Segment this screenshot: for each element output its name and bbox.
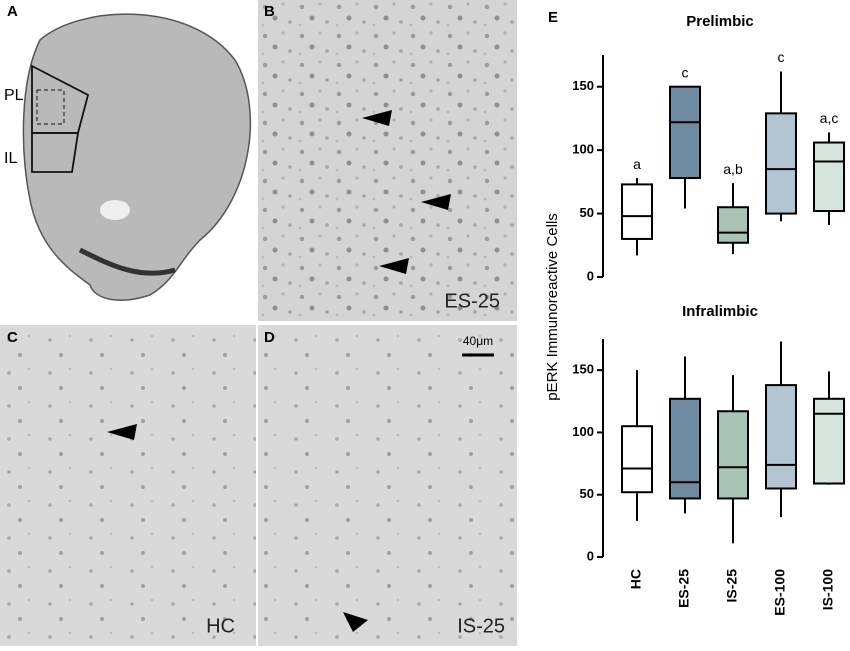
- micrograph-c: [0, 325, 256, 646]
- micrograph-d: [258, 325, 517, 646]
- box: [669, 397, 701, 500]
- y-tick-label: 150: [572, 78, 594, 93]
- arrowhead: [107, 424, 137, 440]
- significance-label: c: [682, 64, 689, 80]
- arrowhead: [379, 258, 409, 274]
- y-tick-label: 100: [572, 424, 594, 439]
- box: [813, 397, 845, 485]
- x-tick-label: ES-100: [772, 569, 788, 616]
- y-tick-label: 0: [587, 548, 594, 563]
- panel-label: B: [264, 3, 275, 20]
- box: [669, 85, 701, 180]
- caption: HC: [206, 615, 235, 637]
- y-tick-label: 50: [580, 486, 594, 501]
- significance-label: a,b: [723, 161, 743, 177]
- caption: ES-25: [444, 290, 500, 312]
- x-tick-label: IS-100: [820, 569, 836, 610]
- x-tick-label: HC: [628, 569, 644, 589]
- arrowhead: [362, 110, 392, 126]
- y-tick-label: 150: [572, 362, 594, 377]
- inset-box: [36, 89, 65, 125]
- panel-label: D: [264, 329, 275, 346]
- box: [621, 183, 653, 240]
- significance-label: c: [778, 49, 785, 65]
- box: [765, 112, 797, 215]
- box: [765, 384, 797, 490]
- brain-edge: [78, 247, 176, 276]
- brain-section: [22, 13, 252, 301]
- box: [717, 410, 749, 500]
- region-label: IL: [4, 150, 17, 167]
- arrowhead: [343, 612, 368, 632]
- panel-label: A: [7, 3, 18, 20]
- chart-title: Infralimbic: [682, 303, 758, 320]
- box: [717, 206, 749, 244]
- caption: IS-25: [457, 615, 505, 637]
- micrograph-b: [258, 0, 517, 321]
- panel-label: E: [548, 9, 558, 26]
- x-tick-label: IS-25: [724, 569, 740, 603]
- box: [621, 425, 653, 494]
- box: [813, 141, 845, 213]
- significance-label: a: [633, 156, 641, 172]
- arrowhead: [421, 194, 451, 210]
- y-tick-label: 0: [587, 268, 594, 283]
- region-label: PL: [4, 87, 24, 104]
- y-tick-label: 50: [580, 205, 594, 220]
- panel-label: C: [7, 329, 18, 346]
- chart-title: Prelimbic: [686, 13, 754, 30]
- significance-label: a,c: [820, 110, 839, 126]
- x-tick-label: ES-25: [676, 569, 692, 608]
- y-tick-label: 100: [572, 142, 594, 157]
- il-region: [31, 132, 80, 173]
- scale-bar-label: 40μm: [463, 334, 493, 348]
- ventricle: [100, 200, 130, 220]
- y-axis-label: pERK Immunoreactive Cells: [544, 213, 561, 401]
